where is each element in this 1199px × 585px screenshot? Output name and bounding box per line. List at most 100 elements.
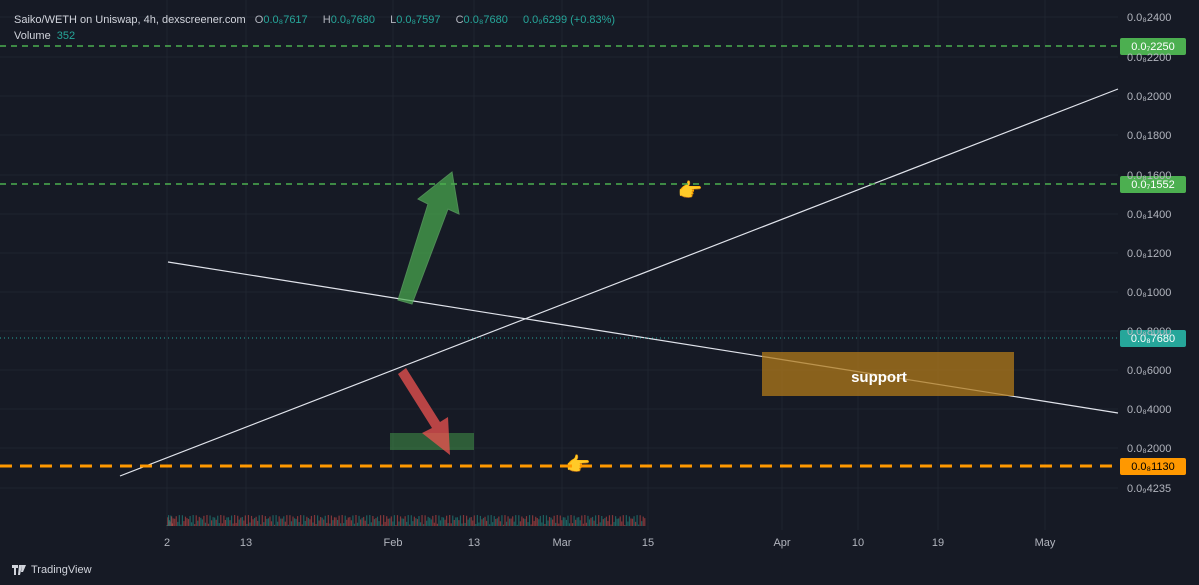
volume-bar [200,517,202,526]
volume-bar [367,524,369,526]
y-tick-label: 0.0₈8000 [1127,326,1171,338]
level-badge [1120,458,1186,475]
x-tick-label: Apr [773,537,790,549]
volume-bar [249,522,251,526]
volume-bar [456,517,458,526]
open-value: 0.0₈7617 [263,14,308,26]
volume-bar [315,523,317,526]
chart-legend: Saiko/WETH on Uniswap, 4h, dexscreener.c… [14,14,621,26]
volume-bar [539,515,541,526]
volume-bar [267,518,270,526]
volume-bar [533,520,535,526]
symbol-title: Saiko/WETH on Uniswap, 4h, dexscreener.c… [14,14,246,26]
pointing-hand-icon: 👉 [678,179,703,202]
volume-bar [187,519,190,526]
volume-bar [492,522,494,526]
volume-bar [168,520,170,526]
volume-bar [223,515,225,526]
volume-bar [383,515,385,526]
volume-bar [366,515,368,526]
volume-bar [576,517,578,526]
volume-bar [501,515,503,526]
volume-bar [406,521,408,526]
volume-bar [442,517,445,526]
level-label: 0.0₇1552 [1131,179,1175,191]
volume-bar [358,515,360,526]
volume-bar [502,524,505,526]
volume-bar [309,519,311,526]
volume-bar [350,520,352,526]
y-tick-label: 0.0₈4000 [1127,404,1171,416]
horizontal-levels: 0.0₈7680 0.0₇2250 0.0₇1552 0.0₈1130 [0,38,1186,475]
volume-bar [284,521,286,526]
volume-bar [599,522,601,526]
volume-bar [355,515,357,526]
low-value: 0.0₈7597 [396,14,441,26]
volume-bar [455,517,457,526]
volume-bar [230,515,233,526]
volume-bar [490,515,492,526]
volume-bar [289,515,291,526]
volume-bar [504,515,506,526]
volume-bar [203,515,205,526]
volume-bar [246,523,248,526]
volume-bars [166,515,646,526]
volume-bar [189,516,191,526]
volume-bar [346,519,348,526]
volume-bar [524,518,526,526]
volume-bar [596,524,598,526]
volume-bar [234,515,236,526]
volume-bar [439,520,442,526]
volume-bar [329,523,331,526]
volume-bar [541,522,543,526]
volume-bar [332,520,334,526]
volume-bar [363,516,365,526]
down-arrow-icon [398,368,450,455]
volume-bar [532,515,534,526]
volume-bar [610,524,612,526]
volume-bar [212,517,214,526]
high-label: H [322,14,331,26]
volume-bar [260,524,262,526]
level-label: 0.0₈1130 [1131,461,1175,473]
volume-bar [513,521,515,526]
volume-bar [333,517,336,526]
volume-bar [547,520,549,526]
volume-bar [484,516,486,526]
volume-bar [198,516,200,526]
x-tick-label: 13 [468,537,480,549]
volume-bar [318,520,320,526]
volume-bar [221,523,223,526]
accumulation-box [390,433,474,450]
volume-bar [167,517,169,526]
volume-bar [548,516,551,526]
volume-bar [564,517,566,526]
volume-bar [619,516,621,526]
volume-bar [430,519,432,526]
volume-bar [313,515,316,526]
volume-bar [575,519,577,526]
volume-bar [489,524,491,526]
volume-bar [373,519,376,526]
volume-bar [266,518,268,526]
volume-bar [298,522,300,526]
volume-bar [535,516,537,526]
volume-bar [634,521,637,526]
volume-bar [584,515,586,526]
tradingview-branding[interactable]: TradingView [12,564,92,576]
volume-bar [364,520,366,526]
volume-bar [587,515,589,526]
volume-bar [427,516,429,526]
volume-bar [183,521,185,526]
chart-grid [0,0,1118,530]
volume-bar [301,524,303,526]
volume-bar [614,516,617,526]
volume-bar [553,515,555,526]
volume-bar [493,516,495,526]
volume-bar [401,518,403,526]
volume-bar [258,515,260,526]
volume-bar [521,516,523,526]
volume-bar [370,522,372,526]
y-tick-label: 0.0₉4235 [1127,483,1171,495]
